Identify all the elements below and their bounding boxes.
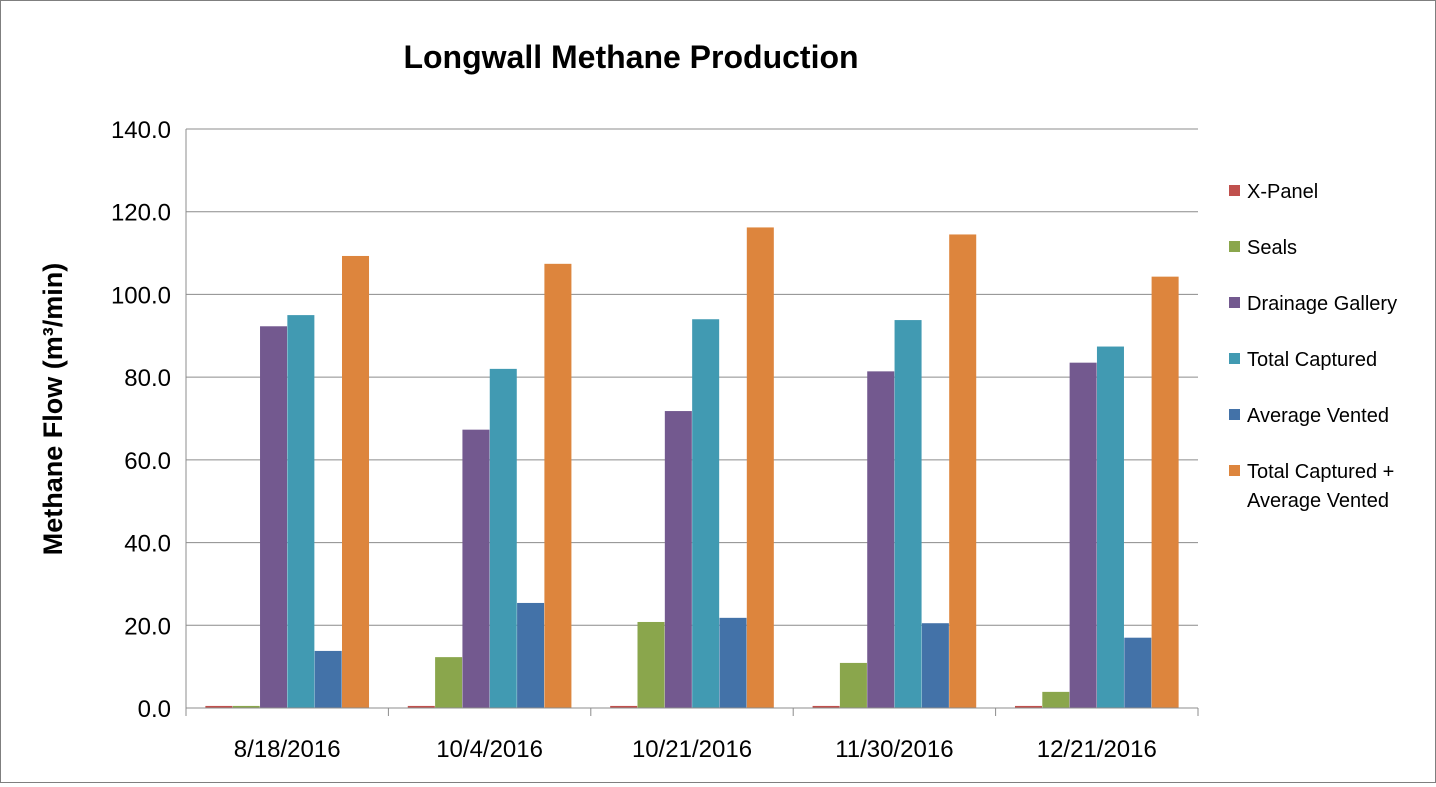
- y-tick-label: 80.0: [124, 365, 171, 392]
- bar: [839, 662, 867, 708]
- y-tick-label: 0.0: [138, 696, 171, 723]
- x-tick-label: 8/18/2016: [234, 736, 341, 763]
- legend-swatch: [1229, 353, 1240, 364]
- bar: [205, 705, 233, 708]
- bar: [746, 227, 774, 708]
- x-tick-labels: 8/18/2016 10/4/2016 10/21/2016 11/30/2016 12…: [234, 736, 1157, 763]
- y-tick-label: 100.0: [111, 282, 171, 309]
- legend-label: Average Vented: [1247, 490, 1389, 512]
- y-tick-labels: 0.0 20.0 40.0 60.0 80.0 100.0 120.0 140.0: [111, 117, 171, 723]
- bar: [341, 255, 370, 708]
- axes: [185, 129, 1199, 716]
- bar: [314, 650, 342, 708]
- x-tick-label: 10/4/2016: [436, 736, 543, 763]
- bar: [692, 319, 720, 708]
- bar: [260, 326, 288, 708]
- bar: [1124, 637, 1152, 708]
- legend-label: X-Panel: [1247, 181, 1318, 203]
- bar: [949, 234, 977, 709]
- legend-swatch: [1229, 241, 1240, 252]
- legend-swatch: [1229, 409, 1240, 420]
- y-tick-label: 40.0: [124, 531, 171, 558]
- bar: [462, 429, 490, 708]
- bar: [867, 371, 895, 708]
- bar: [287, 315, 315, 708]
- bar: [232, 705, 260, 708]
- legend-label: Total Captured: [1247, 349, 1377, 371]
- bar: [489, 368, 517, 708]
- bar: [894, 320, 922, 708]
- y-tick-label: 20.0: [124, 613, 171, 640]
- legend-swatch: [1229, 185, 1240, 196]
- bar: [1014, 705, 1043, 708]
- x-tick-label: 12/21/2016: [1037, 736, 1157, 763]
- y-tick-label: 120.0: [111, 200, 171, 227]
- x-tick-label: 11/30/2016: [835, 736, 953, 763]
- bar: [921, 623, 949, 708]
- bar: [544, 263, 572, 708]
- y-tick-label: 140.0: [111, 117, 171, 144]
- y-tick-label: 60.0: [124, 448, 171, 475]
- y-axis-label: Methane Flow (m³/min): [38, 263, 68, 556]
- bar: [719, 617, 747, 708]
- bar: [1069, 362, 1097, 708]
- chart-title: Longwall Methane Production: [403, 39, 858, 75]
- gridlines: [186, 128, 1198, 626]
- bar: [1042, 691, 1070, 708]
- legend-swatch: [1229, 465, 1240, 476]
- bar: [407, 705, 435, 708]
- x-tick-label: 10/21/2016: [632, 736, 752, 763]
- bar: [610, 705, 638, 708]
- legend-label: Drainage Gallery: [1247, 293, 1397, 315]
- bar: [637, 621, 665, 708]
- legend-label: Average Vented: [1247, 405, 1389, 427]
- bar: [1151, 276, 1179, 708]
- legend-swatch: [1229, 297, 1240, 308]
- bars: [205, 227, 1179, 709]
- bar: [664, 411, 692, 708]
- legend: X-Panel Seals Drainage Gallery Total Captur…: [1229, 181, 1397, 512]
- legend-label: Total Captured +: [1247, 461, 1394, 483]
- bar: [812, 705, 840, 708]
- bar: [517, 602, 545, 708]
- bar: [435, 657, 463, 708]
- legend-label: Seals: [1247, 237, 1297, 259]
- bar: [1096, 346, 1124, 708]
